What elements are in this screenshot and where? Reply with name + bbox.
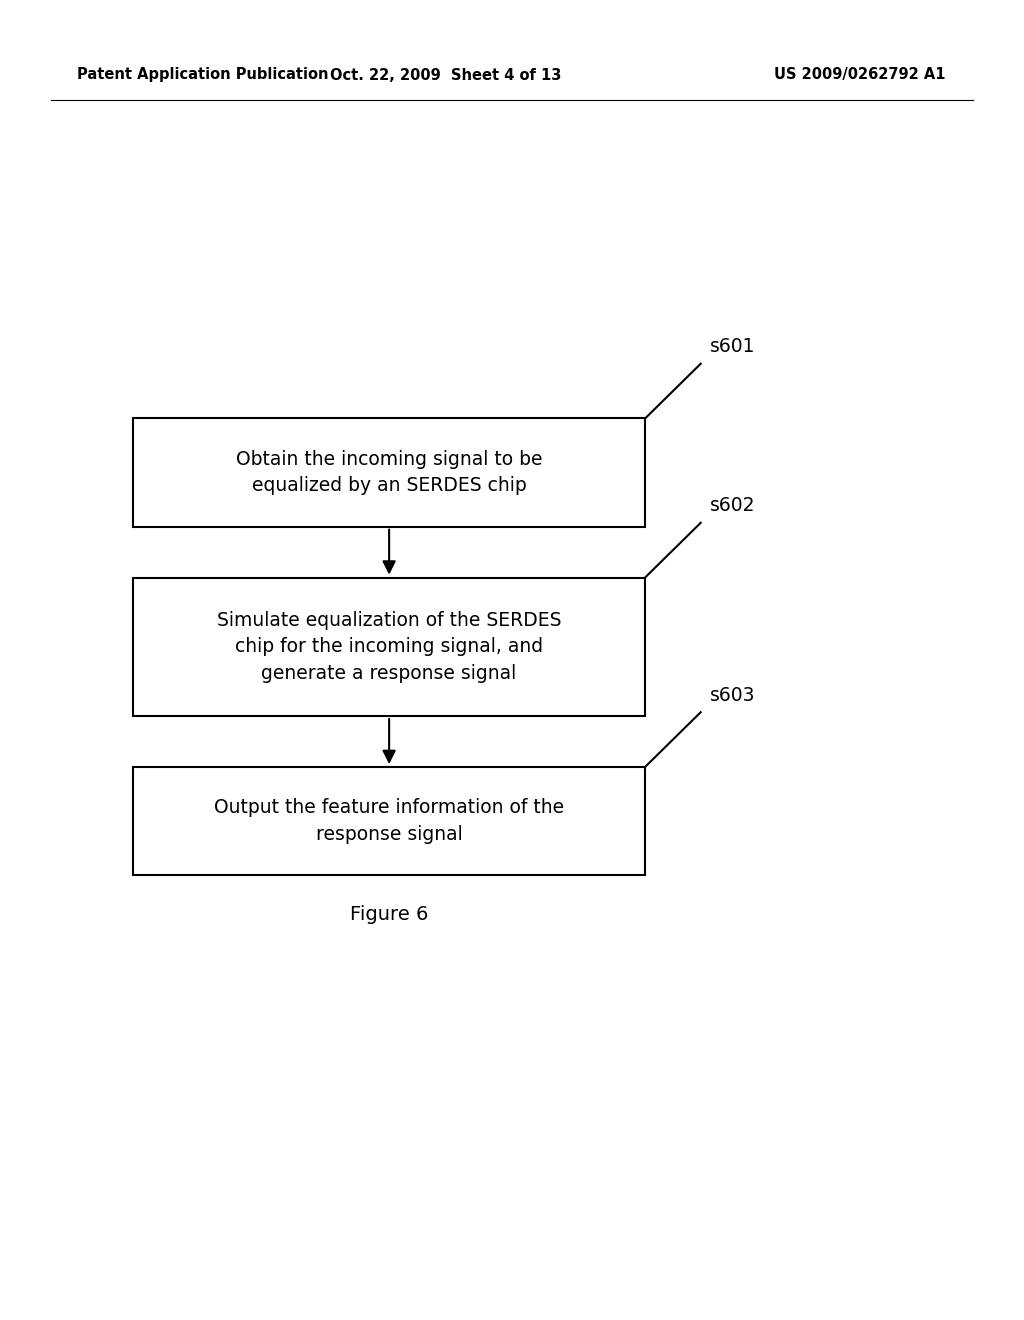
Text: Output the feature information of the
response signal: Output the feature information of the re… <box>214 799 564 843</box>
Bar <box>133 418 645 527</box>
Text: Simulate equalization of the SERDES
chip for the incoming signal, and
generate a: Simulate equalization of the SERDES chip… <box>217 611 561 682</box>
Text: Patent Application Publication: Patent Application Publication <box>77 67 329 82</box>
Text: s602: s602 <box>710 496 755 515</box>
Text: s601: s601 <box>710 338 755 356</box>
Bar <box>133 767 645 875</box>
Text: Obtain the incoming signal to be
equalized by an SERDES chip: Obtain the incoming signal to be equaliz… <box>236 450 543 495</box>
Text: s603: s603 <box>710 686 755 705</box>
Text: US 2009/0262792 A1: US 2009/0262792 A1 <box>774 67 946 82</box>
Bar <box>133 578 645 715</box>
Text: Figure 6: Figure 6 <box>350 906 428 924</box>
Text: Oct. 22, 2009  Sheet 4 of 13: Oct. 22, 2009 Sheet 4 of 13 <box>330 67 561 82</box>
